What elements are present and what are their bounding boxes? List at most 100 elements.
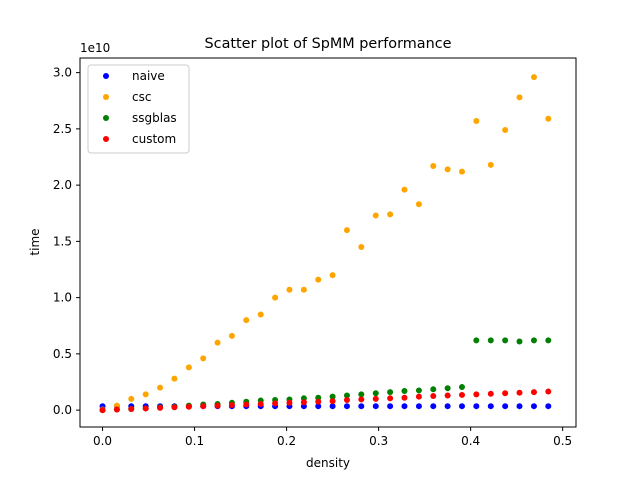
x-axis-label: density [306, 456, 350, 470]
point-csc-23 [430, 163, 437, 169]
point-custom-30 [530, 389, 537, 396]
point-naive-30 [530, 403, 537, 410]
point-naive-23 [430, 403, 437, 410]
point-csc-4 [157, 384, 164, 391]
point-ssgblas-28 [502, 337, 509, 344]
point-naive-17 [343, 403, 350, 410]
point-csc-27 [487, 161, 494, 168]
point-csc-6 [185, 364, 192, 371]
point-ssgblas-27 [487, 337, 494, 344]
chart-title: Scatter plot of SpMM performance [205, 36, 452, 52]
point-csc-10 [243, 317, 250, 324]
point-csc-14 [300, 286, 307, 293]
point-custom-10 [243, 401, 250, 408]
axes-frame [79, 57, 577, 428]
point-csc-3 [142, 391, 149, 398]
point-custom-14 [300, 399, 307, 406]
point-ssgblas-17 [343, 392, 350, 399]
point-naive-22 [415, 403, 422, 410]
point-custom-7 [200, 403, 207, 410]
point-ssgblas-19 [372, 390, 379, 397]
point-custom-3 [142, 405, 149, 412]
legend-label-naive: naive [132, 69, 165, 83]
y-tick-label: 0.5 [53, 347, 72, 361]
point-ssgblas-24 [444, 385, 451, 392]
point-csc-9 [228, 332, 235, 339]
point-naive-20 [387, 403, 394, 410]
point-naive-18 [358, 403, 365, 410]
point-csc-16 [329, 272, 336, 279]
point-naive-15 [315, 403, 322, 410]
point-csc-8 [214, 339, 221, 346]
point-naive-31 [545, 403, 552, 410]
point-custom-23 [430, 393, 437, 400]
point-ssgblas-25 [458, 384, 465, 391]
point-custom-24 [444, 392, 451, 399]
y-tick-label: 2.5 [53, 122, 72, 136]
point-ssgblas-18 [358, 391, 365, 398]
point-csc-11 [257, 311, 264, 318]
x-axis-ticks: 0.0 0.1 0.2 0.3 0.4 0.5 [93, 427, 572, 448]
point-custom-28 [502, 390, 509, 397]
legend-marker-ssgblas [103, 115, 109, 121]
legend-marker-naive [103, 73, 109, 79]
legend-marker-csc [103, 94, 109, 100]
point-csc-21 [401, 186, 408, 193]
point-ssgblas-26 [473, 337, 480, 344]
y-tick-label: 2.0 [53, 178, 72, 192]
point-custom-0 [99, 407, 106, 414]
point-csc-7 [200, 355, 207, 362]
point-custom-26 [473, 391, 480, 398]
point-custom-15 [315, 398, 322, 405]
point-custom-8 [214, 402, 221, 409]
point-custom-12 [272, 400, 279, 407]
y-tick-label: 0.0 [53, 403, 72, 417]
point-ssgblas-31 [545, 337, 552, 344]
point-ssgblas-22 [415, 387, 422, 394]
x-tick-label: 0.5 [553, 434, 572, 448]
point-csc-22 [415, 201, 422, 208]
point-csc-24 [444, 166, 451, 173]
point-naive-26 [473, 403, 480, 410]
point-csc-31 [545, 115, 552, 122]
point-csc-12 [272, 294, 279, 301]
legend-label-csc: csc [132, 90, 151, 104]
point-custom-13 [286, 399, 293, 406]
point-custom-25 [458, 391, 465, 398]
y-axis-label: time [28, 228, 42, 255]
point-custom-11 [257, 400, 264, 407]
point-custom-6 [185, 403, 192, 410]
point-naive-16 [329, 403, 336, 410]
legend-box [87, 64, 190, 154]
point-naive-27 [487, 403, 494, 410]
point-ssgblas-23 [430, 386, 437, 393]
point-csc-15 [315, 276, 322, 283]
y-tick-label: 3.0 [53, 66, 72, 80]
plot-area: 0.0 0.1 0.2 0.3 0.4 0.5 0.0 0.5 1.0 1.5 2.0 2.5 3.0 [53, 57, 577, 448]
point-naive-28 [502, 403, 509, 410]
point-ssgblas-30 [530, 337, 537, 344]
point-custom-22 [415, 393, 422, 400]
point-csc-25 [458, 168, 465, 175]
legend-label-custom: custom [132, 132, 176, 146]
point-naive-25 [458, 403, 465, 410]
point-naive-24 [444, 403, 451, 410]
x-tick-label: 0.0 [93, 434, 112, 448]
y-tick-label: 1.5 [53, 234, 72, 248]
point-csc-20 [387, 211, 394, 218]
x-tick-label: 0.4 [461, 434, 480, 448]
point-csc-13 [286, 286, 293, 293]
point-custom-27 [487, 390, 494, 397]
data-points [99, 74, 552, 414]
x-tick-label: 0.2 [277, 434, 296, 448]
point-custom-9 [228, 402, 235, 409]
x-tick-label: 0.1 [185, 434, 204, 448]
legend-label-ssgblas: ssgblas [132, 111, 177, 125]
y-offset-label: 1e10 [80, 41, 110, 55]
point-csc-29 [516, 94, 523, 101]
point-custom-20 [387, 395, 394, 402]
point-csc-30 [530, 74, 537, 81]
point-csc-5 [171, 375, 178, 382]
point-custom-19 [372, 395, 379, 402]
point-custom-4 [157, 404, 164, 411]
